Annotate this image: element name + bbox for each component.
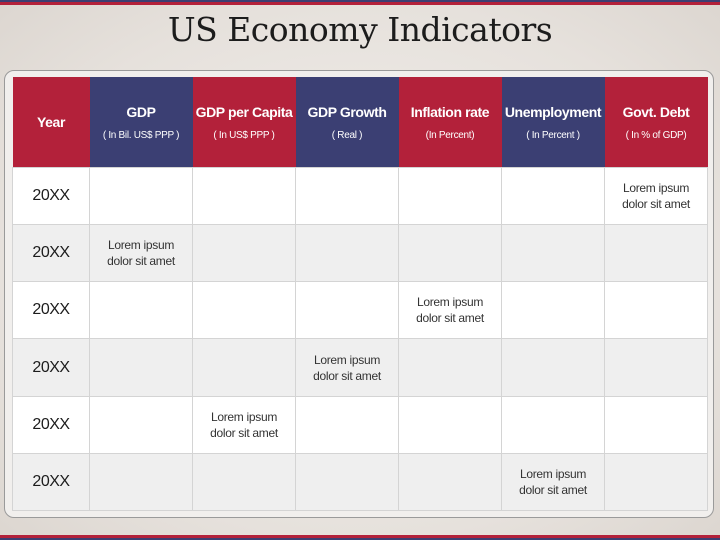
year-cell: 20XX — [12, 395, 90, 454]
year-cell: 20XX — [12, 281, 90, 340]
top-stripe — [0, 0, 720, 5]
year-cell: 20XX — [12, 224, 90, 283]
table-row: 20XX Lorem ipsum dolor sit amet — [12, 338, 708, 397]
cell-text: Lorem ipsum dolor sit amet — [416, 295, 484, 326]
table-cell — [192, 452, 296, 512]
table-cell — [89, 281, 193, 340]
table-cell — [398, 224, 502, 283]
cell-text: Lorem ipsum dolor sit amet — [519, 466, 587, 497]
header-label: Unemployment — [504, 103, 602, 120]
table-cell — [89, 166, 193, 226]
table-row: 20XX Lorem ipsum dolor sit amet — [12, 224, 708, 283]
header-sublabel: ( In Bil. US$ PPP ) — [102, 129, 180, 141]
header-inflation-rate: Inflation rate (In Percent) — [398, 77, 502, 168]
page-title: US Economy Indicators — [167, 10, 553, 49]
table-cell — [89, 338, 193, 397]
header-sublabel: (In Percent) — [425, 129, 475, 141]
table-cell — [604, 338, 708, 397]
table-cell: Lorem ipsum dolor sit amet — [192, 395, 296, 454]
header-gdp: GDP ( In Bil. US$ PPP ) — [89, 77, 193, 168]
bottom-stripe — [0, 535, 720, 540]
table-cell — [501, 281, 605, 340]
table-cell — [604, 452, 708, 512]
table-cell — [89, 395, 193, 454]
table-row: 20XX Lorem ipsum dolor sit amet — [12, 281, 708, 340]
cell-text: Lorem ipsum dolor sit amet — [210, 409, 278, 440]
table-cell: Lorem ipsum dolor sit amet — [604, 166, 708, 226]
table-cell — [501, 166, 605, 226]
table-row: 20XX Lorem ipsum dolor sit amet — [12, 166, 708, 226]
header-sublabel: ( In % of GDP) — [625, 129, 687, 141]
year-cell: 20XX — [12, 452, 90, 512]
header-label: Year — [37, 114, 65, 130]
header-label: Inflation rate — [410, 103, 490, 120]
year-cell: 20XX — [12, 338, 90, 397]
table-cell — [192, 166, 296, 226]
table-cell — [192, 281, 296, 340]
table-cell — [295, 281, 399, 340]
table-cell — [501, 224, 605, 283]
cell-text: Lorem ipsum dolor sit amet — [313, 352, 381, 383]
table-cell — [398, 452, 502, 512]
table-cell — [604, 395, 708, 454]
table-cell — [398, 338, 502, 397]
table-cell — [295, 452, 399, 512]
table-row: 20XX Lorem ipsum dolor sit amet — [12, 452, 708, 512]
table-cell — [604, 224, 708, 283]
header-row: Year GDP ( In Bil. US$ PPP ) GDP per Cap… — [12, 77, 708, 168]
header-govt-debt: Govt. Debt ( In % of GDP) — [604, 77, 708, 168]
header-label: GDP Growth — [307, 103, 387, 120]
table-cell: Lorem ipsum dolor sit amet — [398, 281, 502, 340]
table-cell — [604, 281, 708, 340]
year-cell: 20XX — [12, 166, 90, 226]
table-cell — [501, 338, 605, 397]
table-cell: Lorem ipsum dolor sit amet — [295, 338, 399, 397]
table-cell — [295, 166, 399, 226]
table-cell — [192, 224, 296, 283]
table-cell — [295, 224, 399, 283]
header-gdp-growth: GDP Growth ( Real ) — [295, 77, 399, 168]
cell-text: Lorem ipsum dolor sit amet — [107, 238, 175, 269]
table-cell — [398, 166, 502, 226]
header-unemployment: Unemployment ( In Percent ) — [501, 77, 605, 168]
indicators-table: Year GDP ( In Bil. US$ PPP ) GDP per Cap… — [12, 77, 708, 512]
header-year: Year — [12, 77, 90, 168]
header-label: GDP per Capita — [195, 103, 293, 120]
header-label: Govt. Debt — [622, 103, 690, 120]
cell-text: Lorem ipsum dolor sit amet — [622, 181, 690, 212]
table-cell — [89, 452, 193, 512]
table-row: 20XX Lorem ipsum dolor sit amet — [12, 395, 708, 454]
table-cell: Lorem ipsum dolor sit amet — [89, 224, 193, 283]
header-gdp-per-capita: GDP per Capita ( In US$ PPP ) — [192, 77, 296, 168]
header-sublabel: ( In Percent ) — [526, 129, 580, 141]
table-cell — [501, 395, 605, 454]
table-cell — [295, 395, 399, 454]
header-sublabel: ( In US$ PPP ) — [213, 129, 275, 141]
table-cell — [398, 395, 502, 454]
header-sublabel: ( Real ) — [331, 129, 363, 141]
table-cell — [192, 338, 296, 397]
table-cell: Lorem ipsum dolor sit amet — [501, 452, 605, 512]
header-label: GDP — [126, 103, 156, 120]
